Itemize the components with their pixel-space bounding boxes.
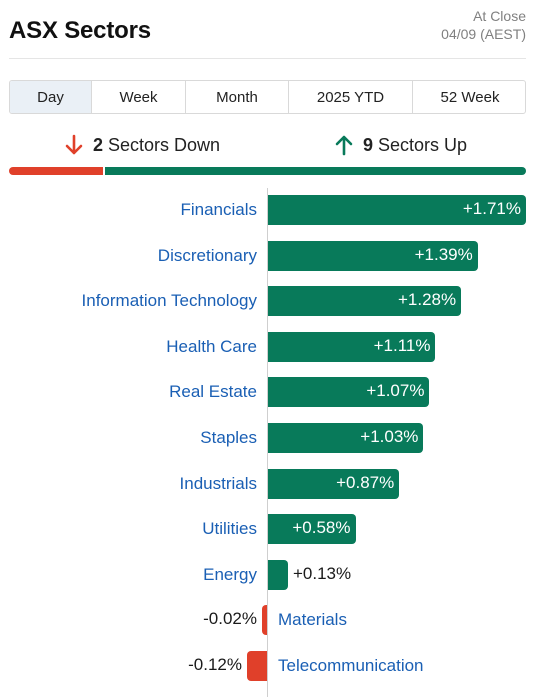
bar-positive bbox=[268, 423, 424, 453]
bar-positive bbox=[268, 377, 430, 407]
sector-name-link[interactable]: Real Estate bbox=[169, 382, 257, 401]
tab-month[interactable]: Month bbox=[186, 81, 289, 113]
sector-name-link[interactable]: Industrials bbox=[179, 474, 257, 493]
sector-row: Real Estate +1.07% bbox=[0, 370, 534, 415]
arrow-up-icon bbox=[335, 135, 353, 156]
breadth-down-segment bbox=[9, 167, 103, 175]
sector-change-value: -0.12% bbox=[188, 655, 242, 674]
sector-row: Information Technology +1.28% bbox=[0, 279, 534, 324]
tab-52-week[interactable]: 52 Week bbox=[440, 88, 500, 106]
sector-name-link[interactable]: Materials bbox=[278, 610, 347, 629]
bar-positive bbox=[268, 514, 356, 544]
sector-change-value: +1.71% bbox=[462, 199, 521, 218]
widget-header: ASX Sectors At Close 04/09 (AEST) bbox=[9, 0, 526, 60]
sector-name-link[interactable]: Telecommunication bbox=[278, 656, 424, 675]
market-status-line: At Close bbox=[473, 8, 526, 24]
sectors-up-count: 9 bbox=[363, 134, 374, 155]
sector-change-value: -0.02% bbox=[203, 609, 257, 628]
market-date: 04/09 (AEST) bbox=[441, 26, 526, 42]
sector-name-link[interactable]: Energy bbox=[203, 565, 257, 584]
breadth-bar bbox=[9, 167, 526, 175]
sector-change-value: +1.11% bbox=[373, 336, 431, 355]
tab-2025-ytd[interactable]: 2025 YTD bbox=[289, 81, 413, 113]
sector-name-link[interactable]: Staples bbox=[200, 428, 257, 447]
breadth-up-segment bbox=[105, 167, 526, 175]
bar-positive bbox=[268, 195, 526, 225]
bar-positive bbox=[268, 332, 436, 362]
sector-name-link[interactable]: Information Technology bbox=[81, 291, 257, 310]
sector-row: Health Care +1.11% bbox=[0, 325, 534, 370]
sector-name-link[interactable]: Utilities bbox=[202, 519, 257, 538]
sector-row: Industrials +0.87% bbox=[0, 462, 534, 507]
sector-change-value: +1.03% bbox=[360, 427, 419, 446]
sectors-down-summary: 2 Sectors Down bbox=[64, 134, 220, 156]
sectors-down-label: Sectors Down bbox=[108, 134, 221, 155]
sector-row: Utilities +0.58% bbox=[0, 507, 534, 552]
sectors-up-summary: 9 Sectors Up bbox=[334, 134, 467, 156]
sector-summary: 2 Sectors Down 9 Sectors Up bbox=[9, 128, 526, 162]
tab-week[interactable]: Week bbox=[92, 81, 186, 113]
bar-negative bbox=[262, 605, 267, 635]
tab-day[interactable]: Day bbox=[10, 81, 92, 113]
bar-positive bbox=[268, 241, 478, 271]
sector-row: Telecommunication -0.12% bbox=[0, 644, 534, 689]
sector-name-link[interactable]: Health Care bbox=[166, 337, 257, 356]
period-tabs: Day Week Month 2025 YTD 52 Week bbox=[9, 80, 526, 114]
sector-row: Discretionary +1.39% bbox=[0, 234, 534, 279]
sectors-up-label: Sectors Up bbox=[378, 134, 468, 155]
bar-negative bbox=[247, 651, 267, 681]
arrow-down-icon bbox=[65, 134, 83, 155]
sector-row: Staples +1.03% bbox=[0, 416, 534, 461]
sector-row: Financials +1.71% bbox=[0, 188, 534, 233]
sectors-down-count: 2 bbox=[93, 134, 104, 155]
sector-row: Materials -0.02% bbox=[0, 598, 534, 643]
bar-positive bbox=[268, 560, 288, 590]
bar-positive bbox=[268, 286, 462, 316]
sector-name-link[interactable]: Financials bbox=[180, 200, 257, 219]
sector-change-value: +1.39% bbox=[414, 245, 473, 264]
sector-change-value: +0.87% bbox=[336, 473, 395, 492]
market-status: At Close 04/09 (AEST) bbox=[441, 7, 526, 43]
sector-name-link[interactable]: Discretionary bbox=[157, 246, 257, 265]
sector-row: Energy +0.13% bbox=[0, 553, 534, 598]
bar-positive bbox=[268, 469, 400, 499]
sector-change-value: +0.58% bbox=[292, 518, 351, 537]
sector-change-value: +0.13% bbox=[293, 564, 352, 583]
zero-axis bbox=[267, 188, 268, 697]
widget-title: ASX Sectors bbox=[9, 17, 151, 44]
sector-change-value: +1.07% bbox=[366, 381, 425, 400]
sector-change-value: +1.28% bbox=[397, 290, 457, 309]
sector-performance-chart: Financials +1.71% Discretionary +1.39% Infor… bbox=[0, 188, 534, 697]
header-divider bbox=[9, 58, 526, 59]
